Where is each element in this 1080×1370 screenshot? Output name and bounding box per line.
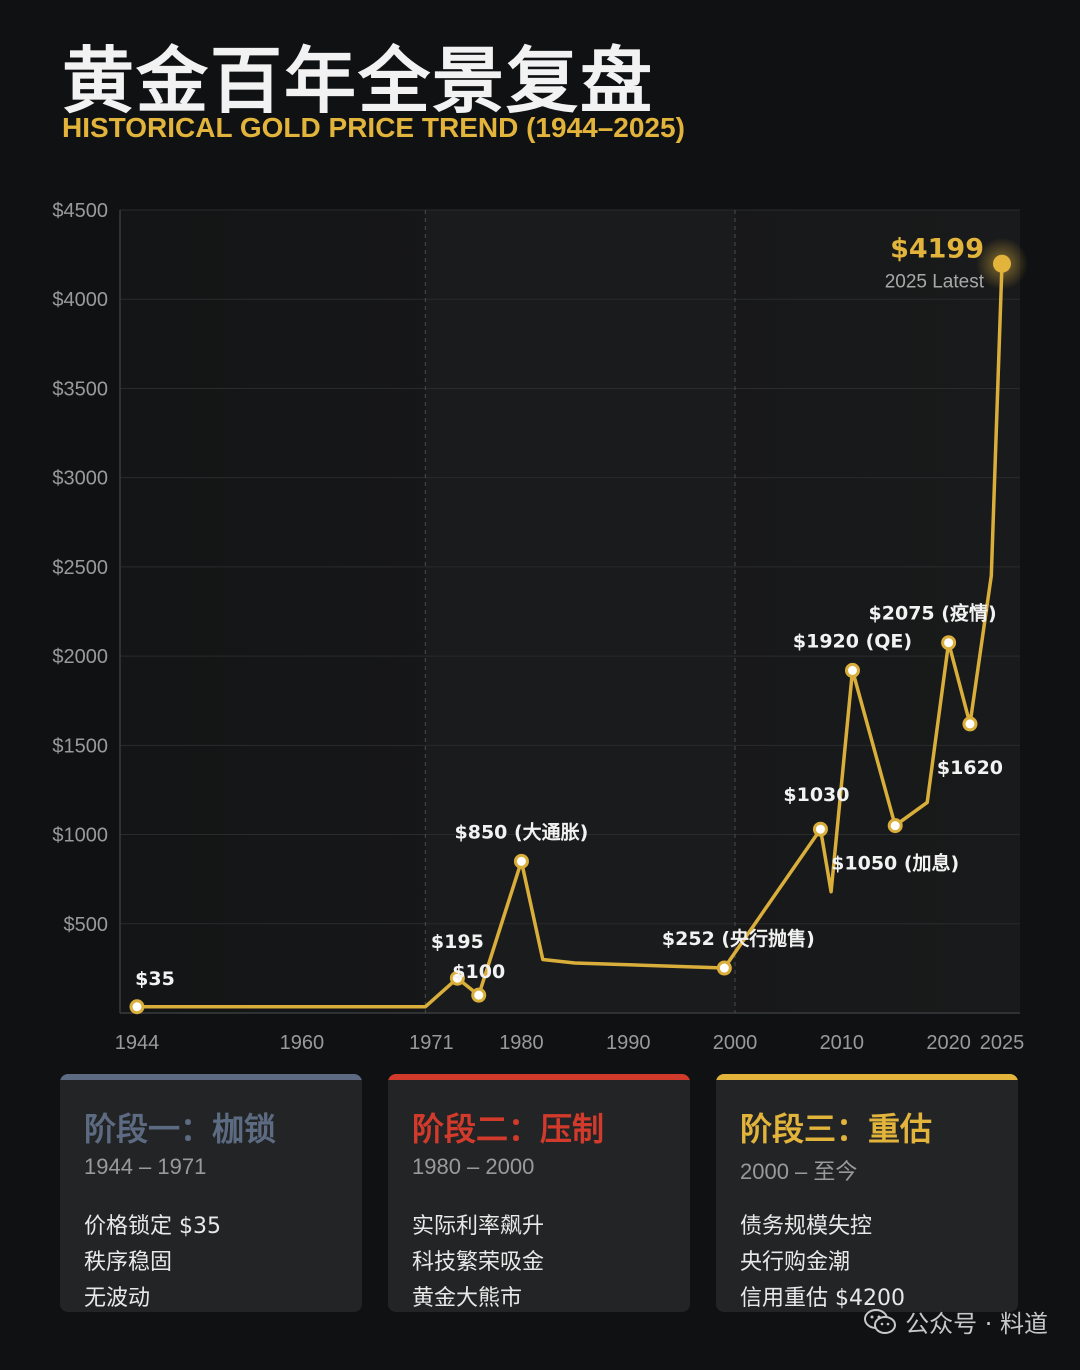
stage-card-title: 阶段二：压制 xyxy=(412,1110,605,1148)
x-tick-label: 1944 xyxy=(115,1032,160,1054)
stage-card-3: 阶段三：重估 2000 – 至今 债务规模失控 央行购金潮 信用重估 $4200 xyxy=(716,1074,1018,1312)
x-tick-label: 1971 xyxy=(409,1032,454,1054)
stage-card-line: 央行购金潮 xyxy=(740,1250,851,1275)
y-tick-label: $2000 xyxy=(52,646,108,668)
data-label: $100 xyxy=(452,961,505,983)
page-subtitle: HISTORICAL GOLD PRICE TREND (1944–2025) xyxy=(62,112,685,143)
data-label: $850 (大通胀) xyxy=(455,820,589,843)
stage-card-line: 债务规模失控 xyxy=(740,1214,873,1239)
stage-card-title: 阶段三：重估 xyxy=(740,1110,933,1148)
data-label: $1050 (加息) xyxy=(831,852,959,875)
data-point xyxy=(962,716,978,732)
watermark-text: 公众号 · 料道 xyxy=(905,1310,1048,1338)
stage-card-years: 1944 – 1971 xyxy=(84,1154,207,1179)
latest-note-label: 2025 Latest xyxy=(885,272,985,293)
y-tick-label: $4000 xyxy=(52,289,108,311)
wechat-icon xyxy=(864,1308,897,1334)
page-title: 黄金百年全景复盘 xyxy=(62,38,655,123)
x-tick-label: 1980 xyxy=(499,1032,544,1054)
data-point xyxy=(844,662,860,678)
gold-price-chart: $500 $1000 $1500 $2000 $2500 $3000 $3500 $4000 $… xyxy=(52,200,1028,1054)
x-tick-label: 2020 xyxy=(926,1032,971,1054)
data-label: $1920 (QE) xyxy=(793,630,912,652)
data-point xyxy=(812,821,828,837)
stage-card-line: 信用重估 $4200 xyxy=(740,1286,905,1311)
stage-card-line: 实际利率飙升 xyxy=(412,1214,545,1239)
stage-card-title: 阶段一：枷锁 xyxy=(84,1110,277,1148)
stage-card-line: 价格锁定 $35 xyxy=(84,1214,221,1239)
y-tick-label: $4500 xyxy=(52,200,108,222)
stage-card-bar xyxy=(716,1074,1018,1080)
data-point xyxy=(129,999,145,1015)
x-tick-label: 2010 xyxy=(820,1032,865,1054)
data-label: $1030 xyxy=(783,784,849,806)
stage-card-years: 2000 – 至今 xyxy=(740,1159,858,1184)
latest-value-label: $4199 xyxy=(890,234,984,265)
data-point xyxy=(513,853,529,869)
data-label: $1620 xyxy=(937,757,1003,779)
data-label: $252 (央行抛售) xyxy=(662,927,815,950)
stage-card-line: 黄金大熊市 xyxy=(412,1286,523,1311)
watermark: 公众号 · 料道 xyxy=(863,1304,1048,1339)
stage-card-bar xyxy=(388,1074,690,1080)
x-tick-label: 1990 xyxy=(606,1032,651,1054)
stage-card-years: 1980 – 2000 xyxy=(412,1154,535,1179)
stage-card-line: 秩序稳固 xyxy=(84,1250,173,1275)
stage-card-line: 科技繁荣吸金 xyxy=(412,1250,545,1275)
x-tick-label: 2025 xyxy=(980,1032,1025,1054)
data-point xyxy=(449,970,465,986)
y-tick-label: $3500 xyxy=(52,378,108,400)
phase-2-band xyxy=(425,210,736,1013)
y-tick-label: $3000 xyxy=(52,468,108,490)
x-tick-label: 2000 xyxy=(713,1032,758,1054)
y-tick-label: $500 xyxy=(64,914,109,936)
y-tick-label: $1000 xyxy=(52,825,108,847)
y-tick-label: $2500 xyxy=(52,557,108,579)
stage-card-bar xyxy=(60,1074,362,1080)
data-label: $35 xyxy=(135,968,175,990)
y-tick-label: $1500 xyxy=(52,735,108,757)
stage-card-1: 阶段一：枷锁 1944 – 1971 价格锁定 $35 秩序稳固 无波动 xyxy=(60,1074,362,1312)
data-label: $195 xyxy=(431,931,484,953)
data-label: $2075 (疫情) xyxy=(869,602,997,625)
stage-card-line: 无波动 xyxy=(84,1286,151,1311)
latest-point xyxy=(993,254,1011,273)
stage-card-2: 阶段二：压制 1980 – 2000 实际利率飙升 科技繁荣吸金 黄金大熊市 xyxy=(388,1074,690,1312)
data-point xyxy=(941,635,957,651)
data-point xyxy=(716,960,732,976)
data-point xyxy=(887,818,903,834)
data-point xyxy=(471,987,487,1003)
x-tick-label: 1960 xyxy=(280,1032,325,1054)
